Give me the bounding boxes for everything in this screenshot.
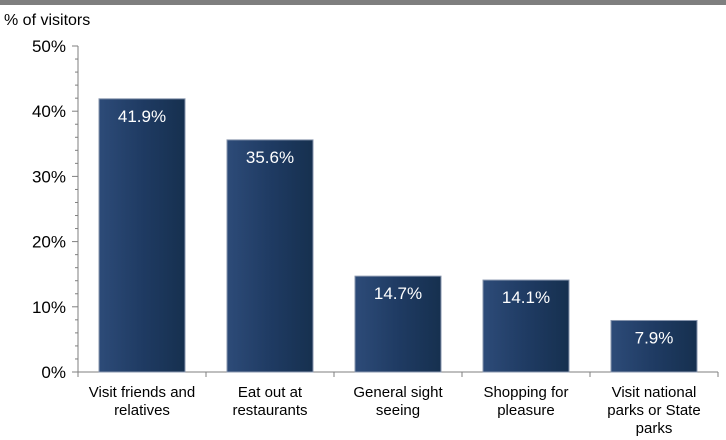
category-label-line: restaurants xyxy=(232,402,307,419)
data-label: 14.1% xyxy=(502,288,550,307)
category-label-line: parks xyxy=(636,420,673,437)
bar xyxy=(482,279,570,373)
data-label: 35.6% xyxy=(246,148,294,167)
category-label: Eat out at restaurants xyxy=(232,384,307,419)
y-tick-label: 40% xyxy=(32,102,66,121)
bar xyxy=(98,98,186,373)
bar xyxy=(226,139,314,373)
bar xyxy=(610,319,698,373)
y-tick-label: 30% xyxy=(32,167,66,186)
category-label-line: Eat out at xyxy=(238,384,303,401)
bar xyxy=(354,275,442,373)
category-label: Shopping for pleasure xyxy=(483,384,568,419)
y-tick-label: 10% xyxy=(32,298,66,317)
category-label-line: Shopping for xyxy=(483,384,568,401)
top-rule xyxy=(0,0,726,5)
category-label: Visit friends and relatives xyxy=(89,384,195,419)
category-label-line: Visit friends and xyxy=(89,384,195,401)
data-labels: 41.9% 35.6% 14.7% 14.1% 7.9% xyxy=(118,107,673,348)
category-labels: Visit friends and relatives Eat out at rest… xyxy=(89,384,701,437)
y-tick-label: 20% xyxy=(32,233,66,252)
category-label-line: General sight xyxy=(353,384,443,401)
category-label-line: parks or State xyxy=(607,402,700,419)
data-label: 7.9% xyxy=(635,328,674,347)
data-label: 41.9% xyxy=(118,107,166,126)
category-label-line: Visit national xyxy=(612,384,697,401)
bars xyxy=(98,98,698,373)
category-label-line: relatives xyxy=(114,402,170,419)
category-label: Visit national parks or State parks xyxy=(607,384,700,437)
data-label: 14.7% xyxy=(374,284,422,303)
y-axis-label: % of visitors xyxy=(4,12,90,29)
y-axis: 0% 10% 20% 30% 40% 50% xyxy=(32,37,79,382)
y-tick-label: 50% xyxy=(32,37,66,56)
category-label: General sight seeing xyxy=(353,384,443,419)
category-label-line: seeing xyxy=(376,402,420,419)
y-tick-label: 0% xyxy=(41,363,66,382)
x-axis xyxy=(77,371,719,377)
category-label-line: pleasure xyxy=(497,402,555,419)
